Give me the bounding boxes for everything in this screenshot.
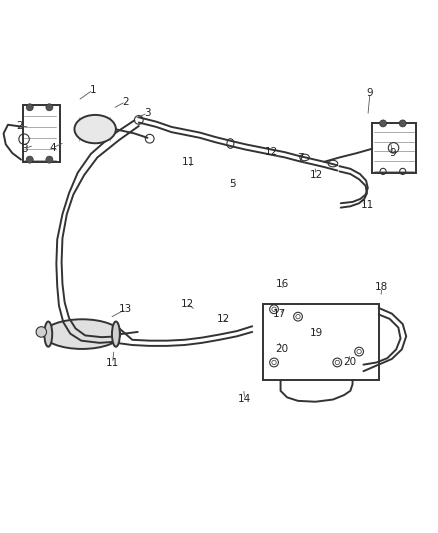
- FancyBboxPatch shape: [23, 105, 60, 162]
- Text: 12: 12: [265, 147, 278, 157]
- Circle shape: [46, 104, 53, 111]
- Text: 11: 11: [106, 358, 119, 368]
- FancyBboxPatch shape: [371, 123, 415, 173]
- Text: 2: 2: [122, 96, 129, 107]
- Text: 12: 12: [309, 170, 322, 180]
- Text: 1: 1: [89, 85, 96, 95]
- Ellipse shape: [74, 115, 116, 143]
- Circle shape: [46, 156, 53, 163]
- Text: 18: 18: [374, 282, 388, 293]
- FancyBboxPatch shape: [262, 304, 378, 380]
- Text: 9: 9: [366, 88, 372, 98]
- Circle shape: [36, 327, 46, 337]
- Text: 3: 3: [21, 144, 27, 154]
- Text: 3: 3: [144, 108, 151, 118]
- Text: 11: 11: [181, 157, 194, 167]
- Text: 20: 20: [342, 357, 355, 367]
- Circle shape: [398, 120, 405, 127]
- Text: 12: 12: [180, 298, 194, 309]
- Text: 4: 4: [49, 143, 56, 153]
- Circle shape: [379, 120, 386, 127]
- Text: 2: 2: [16, 121, 23, 131]
- Ellipse shape: [44, 319, 120, 349]
- Text: 20: 20: [274, 343, 287, 353]
- Circle shape: [26, 156, 33, 163]
- Text: 14: 14: [238, 394, 251, 404]
- Text: 7: 7: [296, 154, 303, 163]
- Text: 16: 16: [276, 279, 289, 289]
- Ellipse shape: [44, 321, 52, 347]
- Text: 5: 5: [229, 180, 235, 190]
- Text: 19: 19: [309, 328, 322, 338]
- Text: 12: 12: [216, 314, 229, 324]
- Circle shape: [26, 104, 33, 111]
- Text: 11: 11: [360, 200, 373, 211]
- Text: 9: 9: [389, 148, 396, 158]
- Ellipse shape: [112, 321, 120, 347]
- Text: 13: 13: [119, 304, 132, 314]
- Text: 17: 17: [272, 310, 286, 319]
